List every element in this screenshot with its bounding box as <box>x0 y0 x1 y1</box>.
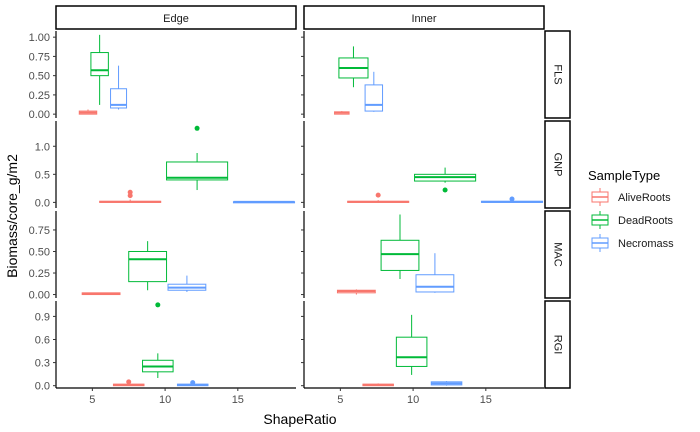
facet-strip-row <box>544 120 571 209</box>
x-axis-title: ShapeRatio <box>263 411 336 427</box>
box-necromass <box>232 200 296 204</box>
y-tick-label: 0.50 <box>29 246 50 258</box>
box-iqr <box>380 239 420 271</box>
box-necromass <box>364 71 384 112</box>
boxes-layer <box>78 34 544 387</box>
y-tick-label: 0.00 <box>29 290 50 302</box>
box-aliveroots <box>336 289 376 295</box>
facet-strip-row <box>544 210 571 299</box>
facet-strip-row-label: MAC <box>552 242 564 267</box>
box-aliveroots <box>112 379 145 387</box>
box-necromass <box>110 65 128 110</box>
facet-strip-column <box>55 5 297 30</box>
facet-strip-column-label: Edge <box>163 13 189 25</box>
box-deadroots <box>90 34 109 105</box>
y-tick-label: 1.00 <box>29 32 50 44</box>
box-deadroots <box>380 214 420 280</box>
y-tick-label: 0.0 <box>35 197 50 209</box>
y-axis-title: Biomass/core_g/m2 <box>4 154 20 278</box>
legend: SampleType AliveRoots DeadRoots Necromass <box>588 168 674 252</box>
box-iqr <box>90 52 109 77</box>
box-deadroots <box>338 46 369 88</box>
outlier-point <box>375 192 381 198</box>
box-deadroots <box>142 302 174 378</box>
box-aliveroots <box>347 192 410 203</box>
legend-label: AliveRoots <box>618 192 671 204</box>
x-tick-label: 10 <box>159 394 171 406</box>
outlier-point <box>155 302 161 308</box>
y-tick-label: 0.75 <box>29 51 50 63</box>
facet-strip-row <box>544 30 571 119</box>
outlier-point <box>442 187 448 193</box>
box-iqr <box>364 84 384 112</box>
legend-key-aliveroots <box>591 188 609 206</box>
legend-label: DeadRoots <box>618 215 674 227</box>
box-necromass <box>176 380 209 387</box>
box-necromass <box>415 253 455 293</box>
outlier-point <box>194 125 200 131</box>
facet-strip-column <box>303 5 545 30</box>
x-tick-label: 15 <box>232 394 244 406</box>
y-tick-label: 1.0 <box>35 141 50 153</box>
facet-strip-row-label: GNP <box>552 153 564 177</box>
y-tick-label: 0.3 <box>35 358 50 370</box>
y-tick-label: 0.25 <box>29 268 50 280</box>
x-tick-label: 10 <box>407 394 419 406</box>
y-tick-label: 0.5 <box>35 169 50 181</box>
legend-key-necromass <box>591 234 609 252</box>
facet-strip-column-label: Inner <box>411 13 436 25</box>
panels-layer: 0.00 0.25 0.50 0.75 1.00 0.0 0.5 1.0 0.00 0.25 0.5… <box>29 31 544 406</box>
x-tick-label: 15 <box>480 394 492 406</box>
legend-key-deadroots <box>591 211 609 229</box>
outlier-point <box>127 189 133 195</box>
box-aliveroots <box>99 189 162 203</box>
facet-strip-row-label: FLS <box>552 64 564 84</box>
legend-label: Necromass <box>618 238 674 250</box>
box-aliveroots <box>78 109 98 115</box>
box-iqr <box>128 250 168 283</box>
y-tick-label: 0.0 <box>35 381 50 393</box>
y-tick-label: 0.25 <box>29 90 50 102</box>
y-tick-label: 0.75 <box>29 225 50 237</box>
box-aliveroots <box>362 383 394 387</box>
box-aliveroots <box>81 292 121 296</box>
strips-layer: Edge Inner FLS GNP MAC RGI <box>55 5 571 389</box>
box-deadroots <box>395 314 428 375</box>
box-iqr <box>395 336 428 367</box>
outlier-point <box>509 196 515 202</box>
box-aliveroots <box>334 111 350 115</box>
x-tick-label: 5 <box>89 394 95 406</box>
box-iqr <box>415 274 455 293</box>
y-tick-label: 0.6 <box>35 334 50 346</box>
box-necromass <box>167 275 207 292</box>
outlier-point <box>190 380 196 386</box>
box-iqr <box>110 88 128 109</box>
legend-title: SampleType <box>588 168 660 183</box>
box-necromass <box>430 381 463 386</box>
box-necromass <box>480 196 544 203</box>
facet-strip-row <box>544 300 571 389</box>
box-deadroots <box>414 167 477 193</box>
box-iqr <box>166 161 229 181</box>
x-tick-label: 5 <box>337 394 343 406</box>
y-tick-label: 0.50 <box>29 71 50 83</box>
y-tick-label: 0.00 <box>29 109 50 121</box>
facet-strip-row-label: RGI <box>552 335 564 355</box>
outlier-point <box>126 379 132 385</box>
y-tick-label: 0.9 <box>35 311 50 323</box>
box-deadroots <box>128 241 168 291</box>
box-deadroots <box>166 125 229 191</box>
